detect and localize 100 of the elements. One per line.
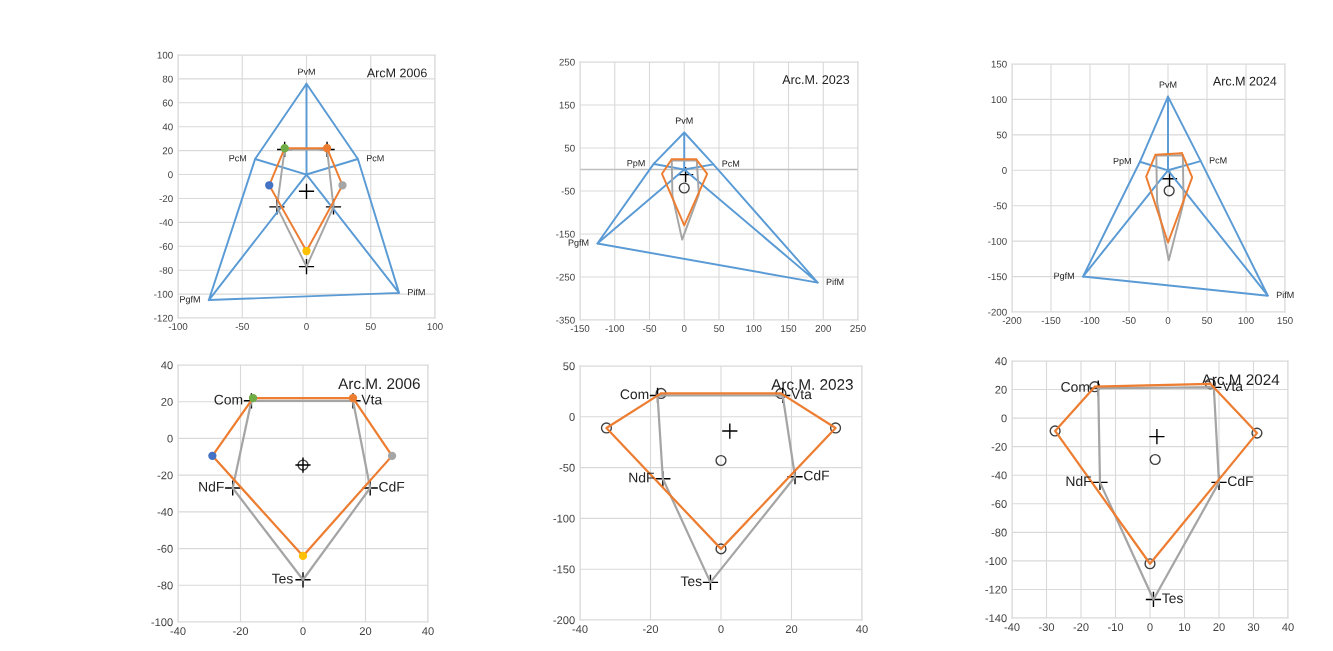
y-tick-label: -60 [159,243,173,250]
x-tick-label: 20 [359,627,372,636]
x-tick-label: 30 [1247,623,1260,632]
x-tick-label: 10 [1179,623,1191,632]
y-tick-label: -120 [985,585,1007,594]
y-tick-label: -200 [988,308,1007,316]
y-tick-label: 40 [995,357,1007,366]
y-tick-label: -60 [991,500,1007,508]
annotation: CdF [804,470,830,481]
x-tick-label: -100 [1080,317,1100,324]
annotation: PvM [1159,81,1177,88]
y-tick-label: -20 [157,471,173,480]
y-tick-label: -20 [991,442,1007,451]
x-tick-label: 150 [1277,317,1293,324]
y-tick-label: 50 [563,362,575,371]
annotation: PifM [408,288,425,296]
annotation: CdF [1228,475,1254,487]
x-tick-label: 150 [781,325,797,332]
y-tick-label: -20 [159,195,173,203]
x-tick-label: 0 [1165,317,1171,324]
annotation: PifM [1276,291,1294,299]
y-tick-label: -80 [991,528,1007,537]
y-tick-label: -40 [159,219,173,226]
x-tick-label: 0 [1147,623,1153,632]
annotation: PgfM [568,239,589,248]
annotation: PgfM [180,295,200,305]
annotation: Vta [791,389,812,400]
annotation: NdF [629,472,654,483]
y-tick-label: 150 [559,101,575,109]
annotation: Tes [680,576,702,587]
x-tick-label: -150 [570,325,590,332]
annotation: Vta [361,394,383,405]
annotation: Com [1061,382,1089,392]
x-tick-label: -50 [235,323,249,330]
text: Arc.M. 2023 [782,75,850,85]
x-tick-label: 50 [365,323,376,330]
y-tick-label: -100 [154,290,173,298]
annotation: PpM [627,160,645,169]
x-tick-label: -50 [642,325,657,332]
annotation: PgfM [1054,272,1074,281]
annotation: PcM [722,160,740,167]
x-tick-label: 40 [422,627,434,636]
y-tick-label: 20 [161,397,173,406]
y-tick-label: -150 [556,230,575,238]
x-tick-label: 50 [1201,317,1213,324]
y-tick-label: -150 [988,273,1007,281]
x-tick-label: 40 [856,625,868,634]
annotation: PvM [675,117,693,124]
y-tick-label: -100 [988,237,1007,245]
y-tick-label: 100 [157,51,173,59]
y-tick-label: -140 [985,614,1007,623]
y-tick-label: -50 [993,202,1007,210]
annotation: PcM [366,155,384,162]
y-tick-label: 40 [161,361,173,370]
y-tick-label: -100 [985,557,1007,566]
text: Arc.M. 2023 [771,379,853,390]
annotation: PifM [826,278,844,285]
annotation: Tes [271,573,293,584]
annotation: PcM [1209,157,1227,164]
y-tick-label: -350 [556,316,575,324]
x-tick-label: -40 [572,625,588,634]
y-tick-label: -100 [553,514,575,523]
y-tick-label: 50 [996,131,1007,139]
y-tick-label: 0 [1002,167,1007,174]
x-tick-label: 0 [718,625,724,634]
x-tick-label: 50 [713,325,725,332]
x-tick-label: 40 [1282,623,1294,632]
y-tick-label: 20 [162,147,173,155]
x-tick-label: -20 [232,627,249,636]
x-tick-label: -30 [1038,623,1055,632]
y-tick-label: -250 [556,273,575,281]
y-tick-label: -200 [553,616,575,625]
y-tick-label: 40 [162,123,173,131]
y-tick-label: -50 [559,463,575,472]
x-tick-label: 100 [746,325,762,332]
y-tick-label: 50 [564,144,575,152]
y-tick-label: 150 [991,60,1007,68]
y-tick-label: 80 [162,75,173,83]
y-tick-label: -120 [154,314,173,322]
x-tick-label: -100 [605,325,625,332]
y-tick-label: 0 [168,171,173,179]
x-tick-label: -50 [1122,317,1136,324]
x-tick-label: 0 [304,323,309,330]
y-tick-label: -80 [157,581,173,590]
x-tick-label: -20 [1073,623,1089,632]
x-tick-label: -10 [1107,623,1124,632]
y-tick-label: -50 [561,187,575,195]
annotation: Com [214,394,243,405]
x-tick-label: 0 [681,325,687,332]
y-tick-label: 0 [1001,414,1007,423]
x-tick-label: 20 [785,625,798,634]
x-tick-label: 0 [300,627,306,636]
annotation: PcM [229,155,247,162]
y-tick-label: 0 [167,434,173,443]
y-tick-label: 60 [162,99,173,107]
text: Arc.M. 2006 [338,378,420,390]
y-tick-label: 0 [569,413,575,421]
y-tick-label: -80 [159,266,173,274]
text: Arc.M 2024 [1212,76,1277,86]
x-tick-label: 250 [850,325,866,332]
